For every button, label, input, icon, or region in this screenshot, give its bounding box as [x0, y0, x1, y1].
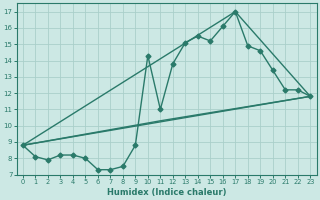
X-axis label: Humidex (Indice chaleur): Humidex (Indice chaleur)	[107, 188, 226, 197]
